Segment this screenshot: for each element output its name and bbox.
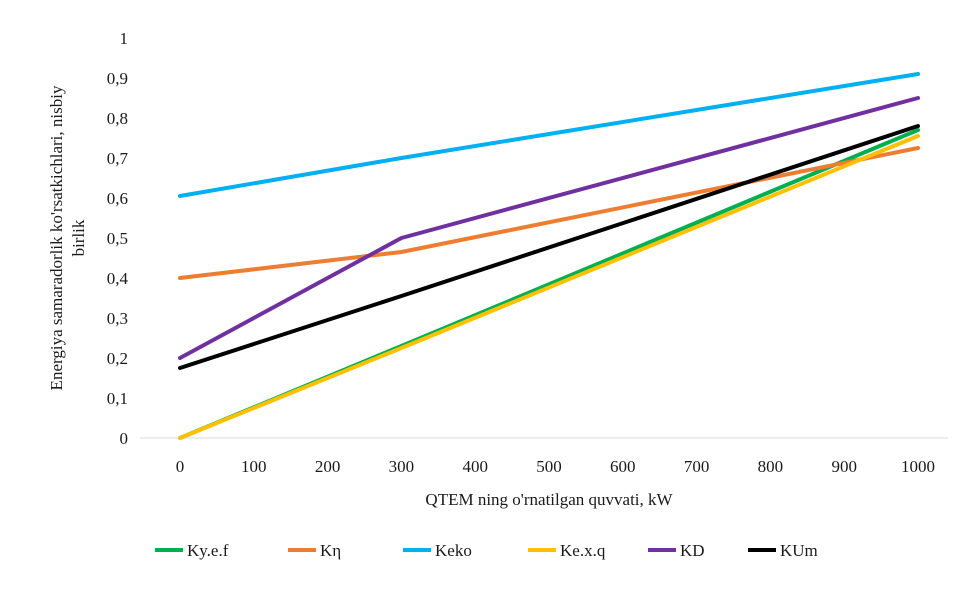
y-tick-label: 0,2: [107, 349, 128, 368]
legend-label: KD: [680, 541, 705, 560]
y-tick-label: 0,6: [107, 189, 128, 208]
x-tick-label: 1000: [901, 457, 935, 476]
series-line-KD: [178, 96, 920, 360]
y-tick-label: 0,7: [107, 149, 129, 168]
legend-label: Ky.e.f: [187, 541, 229, 560]
y-tick-label: 1: [120, 29, 129, 48]
x-tick-label: 200: [315, 457, 341, 476]
legend-label: Keko: [435, 541, 472, 560]
x-tick-label: 500: [536, 457, 562, 476]
x-axis-title: QTEM ning o'rnatilgan quvvati, kW: [425, 490, 673, 509]
y-tick-label: 0,3: [107, 309, 128, 328]
legend-item: Ke.x.q: [528, 541, 606, 560]
x-tick-label: 0: [176, 457, 185, 476]
y-tick-label: 0: [120, 429, 129, 448]
y-tick-label: 0,9: [107, 69, 128, 88]
y-tick-label: 0,8: [107, 109, 128, 128]
x-tick-label: 100: [241, 457, 267, 476]
legend-label: Kη: [320, 541, 341, 560]
x-tick-label: 800: [758, 457, 784, 476]
legend-item: Kη: [288, 541, 341, 560]
x-tick-label: 900: [831, 457, 857, 476]
series-line-Ke.x.q: [178, 134, 920, 440]
legend: Ky.e.f Kη Keko Ke.x.q KD KUm: [155, 541, 818, 560]
x-axis-tick-labels: 0 100 200 300 400 500 600 700 800 900 1000: [176, 457, 935, 476]
series-line-Kη: [178, 146, 920, 280]
y-tick-label: 0,1: [107, 389, 128, 408]
legend-label: KUm: [780, 541, 818, 560]
legend-label: Ke.x.q: [560, 541, 606, 560]
legend-item: Ky.e.f: [155, 541, 229, 560]
legend-item: Keko: [403, 541, 472, 560]
y-axis-title: Energiya samaradorlik ko'rsatkichlari, n…: [47, 85, 88, 390]
y-axis-title-line-2: birlik: [69, 219, 88, 256]
series-line-KUm: [178, 124, 920, 370]
x-tick-label: 400: [462, 457, 488, 476]
x-tick-label: 700: [684, 457, 710, 476]
series-lines: [178, 72, 920, 440]
y-axis-title-line-1: Energiya samaradorlik ko'rsatkichlari, n…: [47, 85, 66, 390]
y-tick-label: 0,5: [107, 229, 128, 248]
series-line-Keko: [178, 72, 920, 198]
y-tick-label: 0,4: [107, 269, 129, 288]
legend-item: KUm: [748, 541, 818, 560]
legend-item: KD: [648, 541, 705, 560]
x-tick-label: 300: [389, 457, 415, 476]
y-axis-tick-labels: 0 0,1 0,2 0,3 0,4 0,5 0,6 0,7 0,8 0,9 1: [107, 29, 129, 448]
x-tick-label: 600: [610, 457, 636, 476]
